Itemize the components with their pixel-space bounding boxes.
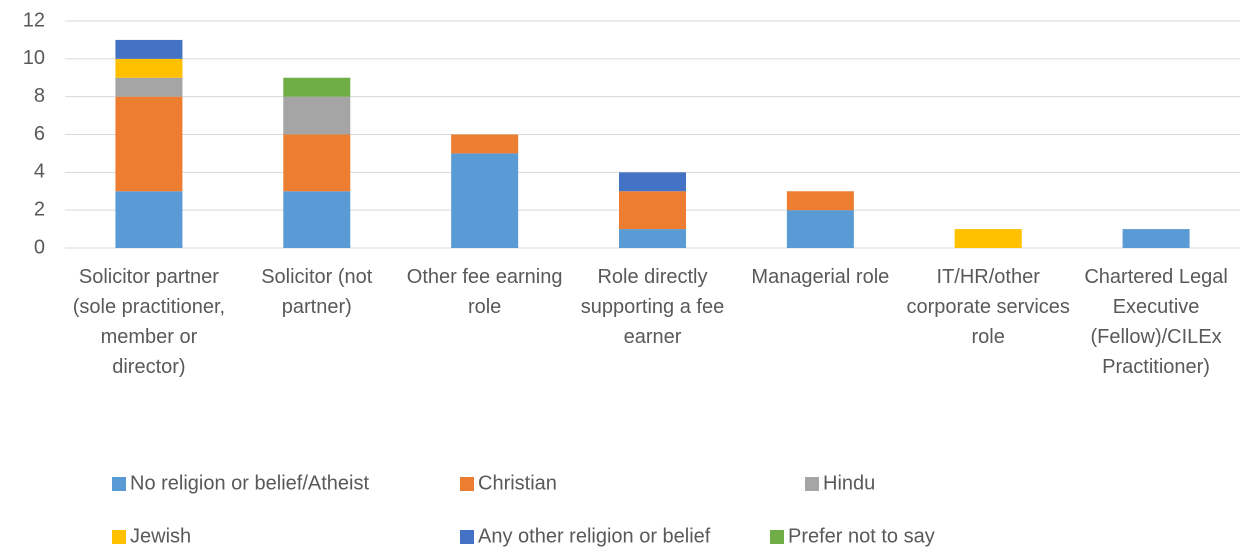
legend-label: Any other religion or belief <box>478 525 711 547</box>
x-tick-label: Role directly supporting a fee earner <box>580 266 725 348</box>
legend-label: No religion or belief/Atheist <box>130 472 369 494</box>
x-tick-label: Chartered Legal Executive (Fellow)/CILEx… <box>1084 266 1228 378</box>
y-tick-label: 10 <box>23 47 45 69</box>
y-tick-label: 6 <box>34 123 45 145</box>
bar-segment <box>115 58 183 78</box>
x-tick-label-box: Solicitor partner (sole practitioner, me… <box>72 266 226 378</box>
bar-segment <box>786 191 854 211</box>
bar-segment <box>115 39 183 59</box>
x-tick-label: Solicitor (not partner) <box>261 266 373 318</box>
bar-segment <box>283 191 351 248</box>
bar-segment <box>1122 229 1190 248</box>
x-tick-label: IT/HR/other corporate services role <box>906 266 1070 348</box>
legend-swatch <box>112 530 126 544</box>
bar-segment <box>619 172 686 192</box>
legend-swatch <box>805 477 819 491</box>
x-tick-label-box: Solicitor (not partner) <box>261 266 373 318</box>
legend-label: Jewish <box>130 525 191 547</box>
bar-segment <box>115 191 183 248</box>
bar-segment <box>115 96 183 192</box>
y-tick-label: 0 <box>34 236 45 258</box>
legend-label: Christian <box>478 472 557 494</box>
bar-segment <box>954 229 1022 248</box>
y-tick-label: 2 <box>34 198 45 220</box>
x-tick-label-box: Managerial role <box>751 266 890 288</box>
legend-swatch <box>770 530 784 544</box>
bar-segment <box>619 229 686 248</box>
bar-segment <box>619 191 686 230</box>
legend-label: Hindu <box>823 472 875 494</box>
legend-swatch <box>460 530 474 544</box>
x-tick-label-box: Chartered Legal Executive (Fellow)/CILEx… <box>1084 266 1228 378</box>
x-tick-label-box: Role directly supporting a fee earner <box>580 266 725 348</box>
bar-segment <box>283 96 351 135</box>
bar-segment <box>283 134 351 192</box>
legend-swatch <box>112 477 126 491</box>
legend-swatch <box>460 477 474 491</box>
bar-segment <box>115 77 183 97</box>
y-tick-label: 8 <box>34 85 45 107</box>
x-tick-label: Managerial role <box>751 266 890 288</box>
x-tick-label-box: IT/HR/other corporate services role <box>906 266 1070 348</box>
y-tick-label: 12 <box>23 9 45 31</box>
x-tick-label-box: Other fee earning role <box>406 266 563 318</box>
y-tick-label: 4 <box>34 161 45 183</box>
bar-segment <box>786 210 854 248</box>
bar-segment <box>451 134 519 154</box>
bar-segment <box>451 153 519 248</box>
bar-segment <box>283 77 351 97</box>
x-tick-label: Solicitor partner (sole practitioner, me… <box>72 266 226 378</box>
legend-label: Prefer not to say <box>788 525 935 547</box>
x-tick-label: Other fee earning role <box>406 266 563 318</box>
